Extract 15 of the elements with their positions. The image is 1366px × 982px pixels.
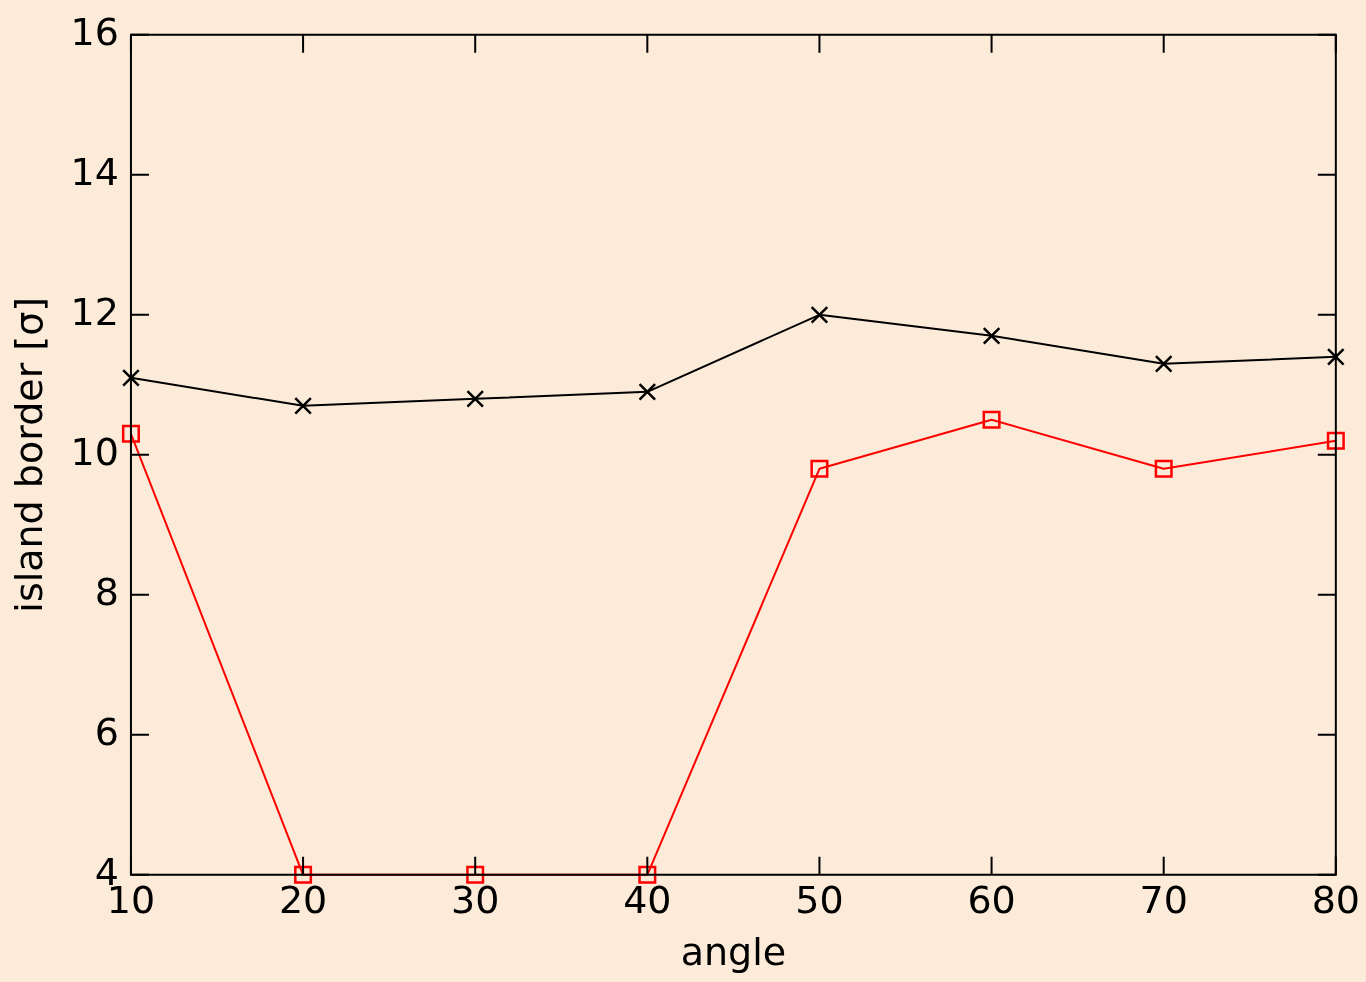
x-axis-title: angle	[680, 930, 787, 975]
y-tick-label: 6	[94, 709, 119, 754]
x-tick-label: 60	[967, 878, 1016, 923]
x-tick-label: 50	[795, 878, 844, 923]
x-tick-label: 20	[278, 878, 328, 923]
y-tick-label: 16	[70, 9, 119, 54]
y-tick-label: 12	[70, 289, 119, 334]
y-axis-title: island border [σ]	[6, 296, 51, 613]
x-tick-label: 80	[1311, 878, 1360, 923]
x-tick-label: 40	[623, 878, 672, 923]
x-tick-label: 70	[1139, 878, 1188, 923]
y-tick-label: 10	[70, 429, 119, 474]
y-tick-label: 8	[94, 569, 119, 614]
x-tick-label: 30	[451, 878, 500, 923]
y-tick-label: 14	[70, 149, 119, 194]
